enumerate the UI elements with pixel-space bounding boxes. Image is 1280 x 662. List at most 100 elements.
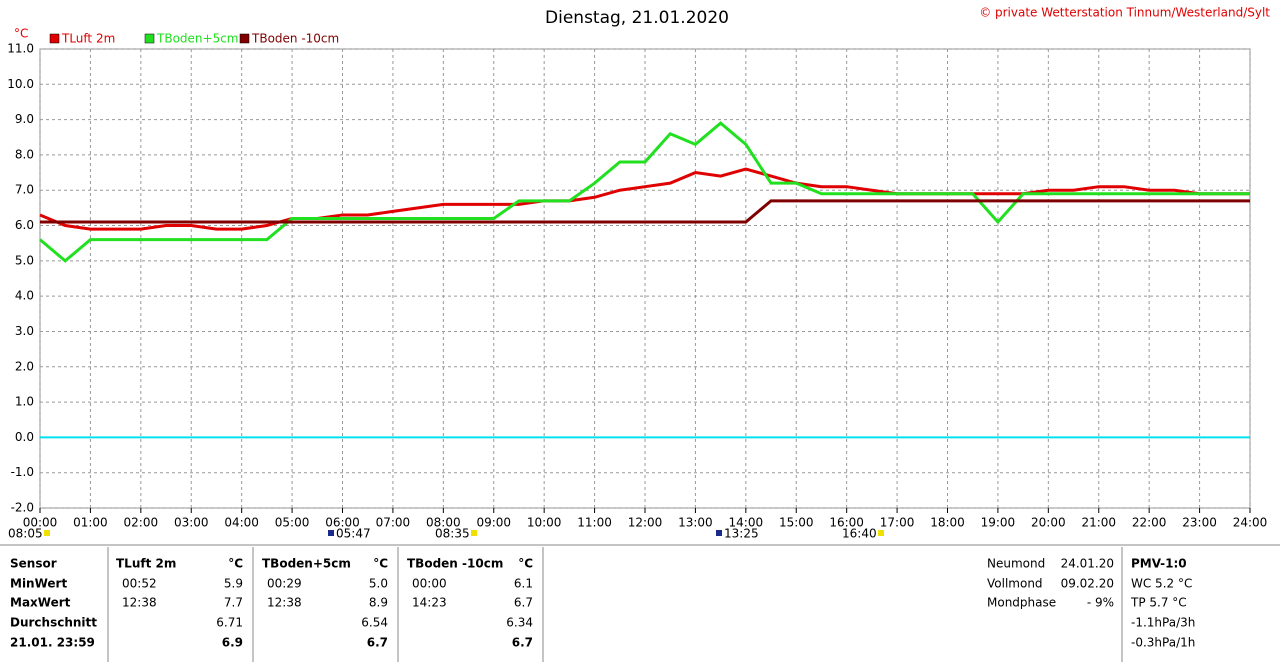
y-tick-label: 10.0 — [7, 77, 34, 91]
annotation: 08:35 — [435, 527, 470, 541]
x-tick-label: 08:00 — [426, 516, 461, 530]
table-cell: 6.54 — [361, 616, 388, 630]
pmv-value: -1.1hPa/3h — [1131, 616, 1195, 630]
table-header: TBoden -10cm — [407, 557, 503, 571]
y-tick-label: 5.0 — [15, 253, 34, 267]
annotation: 16:40 — [842, 527, 877, 541]
table-cell: 6.34 — [506, 616, 533, 630]
table-cell: 14:23 — [412, 596, 447, 610]
pmv-value: -0.3hPa/1h — [1131, 636, 1195, 650]
table-cell: 5.9 — [224, 577, 243, 591]
y-axis-label: °C — [14, 27, 28, 41]
x-tick-label: 02:00 — [124, 516, 159, 530]
x-tick-label: 05:00 — [275, 516, 310, 530]
table-cell: 12:38 — [122, 596, 157, 610]
moon-label: Neumond — [987, 557, 1045, 571]
y-tick-label: 2.0 — [15, 359, 34, 373]
x-tick-label: 03:00 — [174, 516, 209, 530]
legend-swatch — [49, 33, 60, 44]
table-cell: 6.7 — [514, 596, 533, 610]
table-header: °C — [373, 557, 388, 571]
annotation-icon — [471, 530, 477, 536]
x-tick-label: 22:00 — [1132, 516, 1167, 530]
y-tick-label: -1.0 — [11, 465, 34, 479]
legend-swatch — [239, 33, 250, 44]
table-cell: 00:00 — [412, 577, 447, 591]
x-tick-label: 12:00 — [628, 516, 663, 530]
x-tick-label: 13:00 — [678, 516, 713, 530]
legend-label: TBoden -10cm — [251, 32, 339, 46]
table-cell: 12:38 — [267, 596, 302, 610]
table-cell: 7.7 — [224, 596, 243, 610]
moon-value: 09.02.20 — [1061, 577, 1114, 591]
table-cell: MaxWert — [10, 596, 71, 610]
table-cell: 21.01. 23:59 — [10, 636, 95, 650]
table-header: TBoden+5cm — [262, 557, 351, 571]
x-tick-label: 00:00 — [23, 516, 58, 530]
table-cell: 6.7 — [367, 636, 388, 650]
y-tick-label: -2.0 — [11, 501, 34, 515]
table-header: °C — [228, 557, 243, 571]
annotation: 08:05 — [8, 527, 43, 541]
x-tick-label: 20:00 — [1031, 516, 1066, 530]
legend-swatch — [144, 33, 155, 44]
x-tick-label: 15:00 — [779, 516, 814, 530]
table-header: Sensor — [10, 557, 57, 571]
legend-label: TBoden+5cm — [156, 32, 239, 46]
y-tick-label: 11.0 — [7, 42, 34, 56]
table-cell: 6.9 — [222, 636, 243, 650]
y-tick-label: 0.0 — [15, 430, 34, 444]
annotation-icon — [716, 530, 722, 536]
x-tick-label: 10:00 — [527, 516, 562, 530]
annotation: 13:25 — [724, 527, 759, 541]
annotation: 05:47 — [336, 527, 371, 541]
x-tick-label: 01:00 — [73, 516, 108, 530]
y-tick-label: 1.0 — [15, 395, 34, 409]
series-line — [40, 199, 1250, 224]
pmv-value: TP 5.7 °C — [1130, 596, 1187, 610]
x-tick-label: 14:00 — [729, 516, 764, 530]
table-cell: 6.7 — [512, 636, 533, 650]
y-tick-label: 7.0 — [15, 183, 34, 197]
x-tick-label: 06:00 — [325, 516, 360, 530]
y-tick-label: 8.0 — [15, 147, 34, 161]
x-tick-label: 23:00 — [1182, 516, 1217, 530]
table-cell: Durchschnitt — [10, 616, 97, 630]
table-cell: 5.0 — [369, 577, 388, 591]
x-tick-label: 07:00 — [376, 516, 411, 530]
x-tick-label: 21:00 — [1081, 516, 1116, 530]
x-tick-label: 24:00 — [1233, 516, 1268, 530]
x-tick-label: 18:00 — [930, 516, 965, 530]
chart-title: Dienstag, 21.01.2020 — [545, 8, 729, 28]
moon-value: 24.01.20 — [1061, 557, 1114, 571]
pmv-value: WC 5.2 °C — [1131, 577, 1192, 591]
table-cell: 8.9 — [369, 596, 388, 610]
y-tick-label: 4.0 — [15, 289, 34, 303]
table-header: °C — [518, 557, 533, 571]
y-tick-label: 9.0 — [15, 112, 34, 126]
legend-label: TLuft 2m — [61, 32, 115, 46]
y-tick-label: 6.0 — [15, 218, 34, 232]
x-tick-label: 17:00 — [880, 516, 915, 530]
table-cell: MinWert — [10, 577, 67, 591]
pmv-title: PMV-1:0 — [1131, 557, 1187, 571]
chart-subtitle: © private Wetterstation Tinnum/Westerlan… — [979, 6, 1270, 20]
y-tick-label: 3.0 — [15, 324, 34, 338]
moon-label: Mondphase — [987, 596, 1056, 610]
moon-label: Vollmond — [987, 577, 1043, 591]
table-cell: 00:29 — [267, 577, 302, 591]
x-tick-label: 19:00 — [981, 516, 1016, 530]
x-tick-label: 04:00 — [224, 516, 259, 530]
series-line — [39, 121, 1250, 263]
series-line — [39, 167, 1250, 231]
table-cell: 6.1 — [514, 577, 533, 591]
annotation-icon — [328, 530, 334, 536]
table-header: TLuft 2m — [116, 557, 176, 571]
moon-value: - 9% — [1087, 596, 1114, 610]
x-tick-label: 16:00 — [829, 516, 864, 530]
x-tick-label: 09:00 — [476, 516, 511, 530]
table-cell: 6.71 — [216, 616, 243, 630]
table-cell: 00:52 — [122, 577, 157, 591]
annotation-icon — [878, 530, 884, 536]
